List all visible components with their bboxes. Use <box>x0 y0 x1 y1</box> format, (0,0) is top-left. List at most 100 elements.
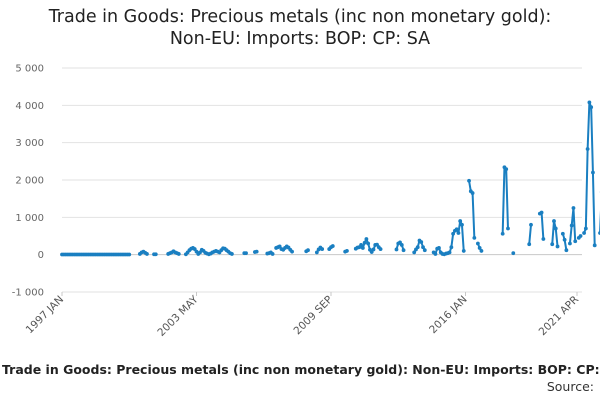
data-point[interactable] <box>529 222 533 227</box>
chart-title-line-1: Trade in Goods: Precious metals (inc non… <box>48 7 552 27</box>
x-tick-label: 2021 APR <box>537 294 581 338</box>
data-point[interactable] <box>230 252 234 256</box>
data-point[interactable] <box>127 252 132 257</box>
data-point[interactable] <box>433 252 438 256</box>
data-point[interactable] <box>562 237 567 242</box>
series-line-segment <box>528 223 532 246</box>
y-axis-ticks: 5 000 4 000 3 000 2 000 1 000 0 -1 000 <box>12 64 44 299</box>
data-point[interactable] <box>290 249 294 254</box>
data-point[interactable] <box>399 243 404 247</box>
data-point[interactable] <box>472 235 477 240</box>
data-point[interactable] <box>470 191 475 195</box>
data-point[interactable] <box>359 243 363 247</box>
footer-series-title: Trade in Goods: Precious metals (inc non… <box>2 362 600 377</box>
data-point[interactable] <box>582 231 586 235</box>
series-line-segment <box>561 232 568 252</box>
data-series <box>60 100 600 257</box>
data-point[interactable] <box>437 246 441 250</box>
source-label: Source: <box>546 379 594 394</box>
data-point[interactable] <box>345 249 349 253</box>
data-point[interactable] <box>583 226 588 231</box>
data-point[interactable] <box>539 210 544 215</box>
data-point[interactable] <box>270 252 275 256</box>
data-point[interactable] <box>360 246 365 250</box>
data-point[interactable] <box>479 249 484 253</box>
y-tick-label: 0 <box>38 250 44 261</box>
data-point[interactable] <box>589 105 594 110</box>
x-tick-label: 2009 SEP <box>291 294 335 338</box>
data-point[interactable] <box>447 250 452 255</box>
y-tick-label: -1 000 <box>12 288 44 299</box>
data-point[interactable] <box>475 241 480 246</box>
data-point[interactable] <box>564 248 569 253</box>
data-point[interactable] <box>555 244 560 249</box>
x-tick-label: 1997 JAN <box>24 294 66 336</box>
data-point[interactable] <box>254 249 259 254</box>
data-point[interactable] <box>378 247 383 251</box>
data-point[interactable] <box>461 249 466 253</box>
data-point[interactable] <box>500 231 505 236</box>
data-point[interactable] <box>320 247 325 251</box>
data-point[interactable] <box>573 239 578 244</box>
data-point[interactable] <box>422 248 427 253</box>
data-point[interactable] <box>553 226 558 231</box>
series-line-segment <box>538 211 545 240</box>
data-point[interactable] <box>571 206 576 210</box>
data-point[interactable] <box>460 222 464 227</box>
data-point[interactable] <box>371 247 376 252</box>
data-point[interactable] <box>244 251 248 256</box>
series-line-segment <box>468 179 476 239</box>
series-line-segment <box>501 166 509 235</box>
y-tick-label: 3 000 <box>15 138 44 149</box>
series-line-segment <box>551 220 559 248</box>
data-point[interactable] <box>578 234 583 238</box>
data-point[interactable] <box>421 245 425 250</box>
data-point[interactable] <box>456 231 461 235</box>
x-tick-label: 2016 JAN <box>427 294 469 336</box>
data-point[interactable] <box>568 241 572 246</box>
data-point[interactable] <box>176 252 181 256</box>
chart-title-line-2: Non-EU: Imports: BOP: CP: SA <box>169 29 431 49</box>
series-line-segment <box>568 207 577 245</box>
data-point[interactable] <box>364 237 369 241</box>
data-point[interactable] <box>454 227 459 232</box>
data-point[interactable] <box>451 231 456 236</box>
data-point[interactable] <box>552 219 556 223</box>
data-point[interactable] <box>415 245 420 250</box>
x-tick-label: 2003 MAY <box>155 293 201 339</box>
data-point[interactable] <box>504 167 509 172</box>
data-point[interactable] <box>419 240 424 244</box>
y-tick-label: 2 000 <box>15 176 44 187</box>
data-point[interactable] <box>591 170 595 175</box>
data-point[interactable] <box>366 241 371 246</box>
data-point[interactable] <box>362 240 367 245</box>
data-point[interactable] <box>401 248 406 253</box>
data-point[interactable] <box>585 147 590 151</box>
data-point[interactable] <box>592 243 597 248</box>
chart-title: Trade in Goods: Precious metals (inc non… <box>0 6 600 50</box>
y-tick-label: 5 000 <box>15 64 44 75</box>
data-point[interactable] <box>541 237 546 241</box>
data-point[interactable] <box>330 244 335 248</box>
data-point[interactable] <box>314 250 319 255</box>
y-tick-label: 4 000 <box>15 101 44 112</box>
data-point[interactable] <box>449 245 454 250</box>
data-point[interactable] <box>458 219 463 223</box>
data-point[interactable] <box>412 250 417 255</box>
data-point[interactable] <box>587 100 592 105</box>
data-point[interactable] <box>560 231 565 236</box>
data-point[interactable] <box>527 242 532 247</box>
data-point[interactable] <box>153 252 158 257</box>
data-point[interactable] <box>394 247 399 252</box>
x-axis-ticks: 1997 JAN 2003 MAY 2009 SEP 2016 JAN 2021 APR <box>24 292 581 339</box>
data-point[interactable] <box>506 226 510 231</box>
data-point[interactable] <box>569 223 574 228</box>
data-point[interactable] <box>511 251 516 256</box>
data-point[interactable] <box>550 242 555 247</box>
data-point[interactable] <box>145 252 149 256</box>
data-point[interactable] <box>477 246 482 250</box>
data-point[interactable] <box>467 178 471 183</box>
data-point[interactable] <box>306 248 310 253</box>
y-tick-label: 1 000 <box>15 213 44 224</box>
